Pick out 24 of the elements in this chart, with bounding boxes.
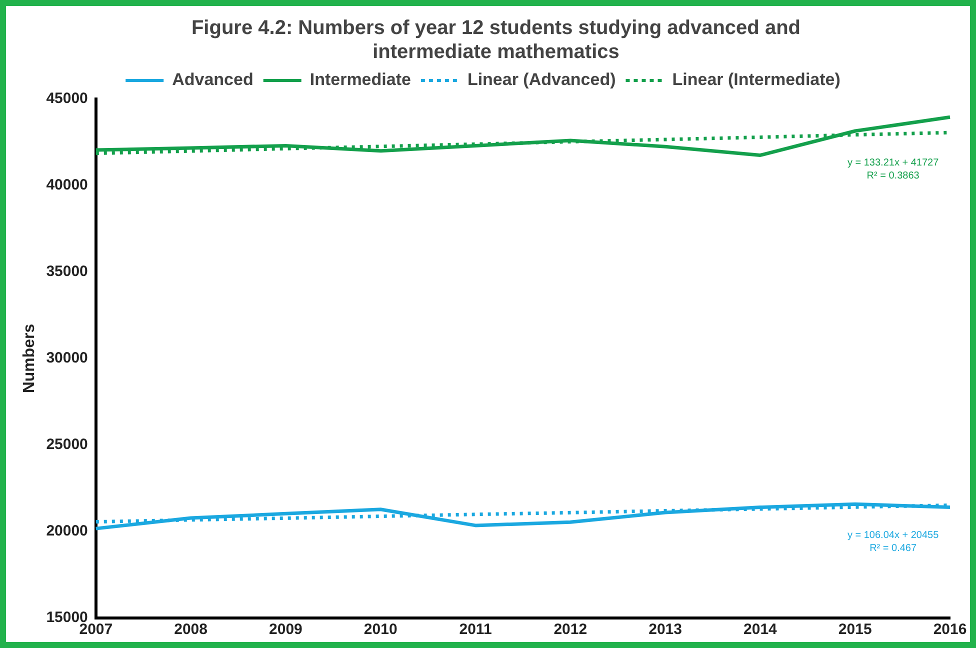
y-tick-label: 40000 [46,176,88,194]
legend-label: Linear (Advanced) [467,70,616,90]
legend-label: Linear (Intermediate) [672,70,840,90]
legend-label: Advanced [172,70,254,90]
y-tick-label: 20000 [46,522,88,540]
x-tick-label: 2011 [459,621,492,638]
chart-title: Figure 4.2: Numbers of year 12 students studying advanced and intermediate mathematics [190,16,802,64]
y-tick-label: 35000 [46,263,88,280]
y-axis-title: Numbers [21,324,38,394]
annotation: y = 106.04x + 20455 [847,530,940,541]
y-tick-label: 45000 [46,90,88,108]
y-tick-label: 30000 [46,350,88,367]
x-tick-label: 2014 [744,621,778,638]
x-tick-label: 2010 [364,621,398,638]
x-tick-label: 2009 [269,621,302,638]
x-tick-label: 2013 [648,621,682,638]
legend-label: Intermediate [310,70,411,90]
annotation: R² = 0.3863 [866,170,920,182]
x-tick-label: 2016 [933,621,967,638]
x-tick-label: 2008 [174,621,208,638]
x-tick-label: 2012 [554,621,588,638]
annotation: y = 133.21x + 41727 [847,157,940,168]
y-tick-label: 25000 [46,436,88,454]
x-tick-label: 2015 [838,621,872,638]
